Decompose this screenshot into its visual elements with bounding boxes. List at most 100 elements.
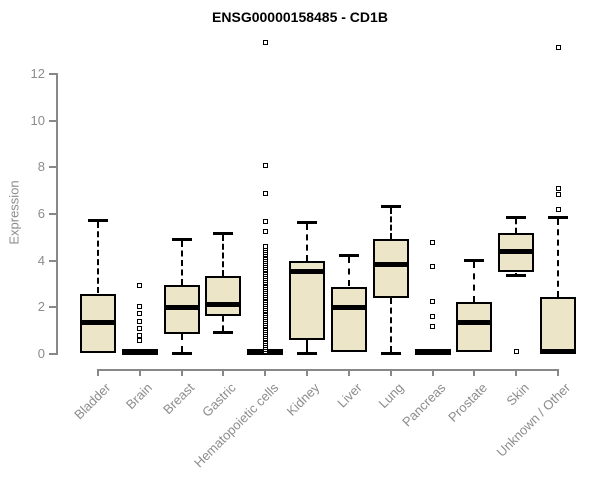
whisker-upper (515, 218, 518, 233)
outlier-point (262, 244, 268, 250)
x-axis-label: Unknown / Other (494, 380, 574, 460)
median-line (121, 349, 158, 355)
y-axis-tick (49, 73, 56, 75)
whisker-upper (347, 257, 350, 287)
x-axis-tick (389, 369, 392, 376)
whisker-upper (180, 240, 183, 286)
x-axis-tick (97, 369, 99, 376)
whisker-cap-upper (380, 205, 401, 208)
outlier-point (137, 319, 143, 324)
whisker-upper (473, 261, 476, 302)
x-axis-label: Prostate (445, 380, 490, 425)
box-iqr (372, 238, 409, 299)
x-axis-label: Liver (333, 380, 365, 411)
y-axis-tick-label: 12 (30, 66, 45, 81)
outlier-point (430, 323, 436, 329)
whisker-upper (97, 222, 99, 294)
median-line (498, 249, 535, 254)
x-axis-label: Kidney (283, 380, 323, 419)
y-axis-tick (49, 306, 56, 309)
box-iqr (456, 301, 493, 352)
median-line (414, 349, 451, 355)
whisker-lower (222, 315, 225, 331)
whisker-upper (306, 224, 309, 261)
y-axis-tick-label: 0 (37, 346, 45, 361)
x-axis-tick (306, 369, 309, 376)
whisker-cap-upper (171, 237, 192, 241)
median-line (330, 305, 367, 310)
whisker-lower (389, 298, 392, 352)
outlier-point (513, 349, 519, 355)
outlier-point (555, 207, 561, 212)
outlier-point (430, 299, 436, 305)
y-axis-tick (49, 213, 56, 215)
y-axis-tick (49, 259, 56, 262)
outlier-point (430, 239, 436, 245)
median-line (372, 261, 409, 267)
x-axis-tick (515, 369, 518, 376)
x-axis-label: Pancreas (398, 380, 449, 430)
whisker-cap-upper (338, 254, 359, 257)
x-axis-label: Bladder (71, 380, 114, 423)
outlier-point (262, 190, 268, 196)
x-axis-tick (347, 369, 350, 376)
whisker-lower (515, 272, 518, 274)
whisker-cap-upper (506, 215, 527, 219)
y-axis-tick (49, 119, 56, 122)
outlier-point (262, 162, 268, 168)
box-iqr (289, 260, 326, 341)
outlier-point (137, 282, 143, 288)
outlier-point (262, 40, 268, 46)
x-axis-tick (557, 369, 560, 376)
y-axis-tick-label: 8 (37, 159, 45, 175)
whisker-upper (222, 234, 225, 276)
outlier-point (137, 326, 143, 331)
x-axis-line (97, 369, 560, 371)
whisker-cap-upper (464, 258, 485, 262)
whisker-upper (389, 208, 392, 239)
x-axis-tick (264, 369, 267, 376)
x-axis-tick (473, 369, 476, 376)
y-axis-line (56, 73, 58, 355)
outlier-point (137, 337, 143, 343)
outlier-point (555, 186, 561, 191)
outlier-point (262, 229, 268, 235)
whisker-cap-upper (88, 219, 108, 222)
outlier-point (555, 44, 561, 50)
outlier-point (430, 264, 436, 270)
outlier-point (137, 333, 143, 338)
median-line (80, 320, 116, 326)
whisker-lower (180, 334, 183, 352)
x-axis-tick (222, 369, 225, 376)
y-axis-tick (49, 353, 56, 355)
x-axis-label: Gastric (199, 380, 240, 420)
outlier-point (555, 191, 561, 197)
whisker-cap-lower (380, 352, 401, 355)
median-line (163, 305, 200, 310)
median-line (540, 348, 577, 354)
x-axis-label: Skin (503, 380, 532, 409)
chart-title: ENSG00000158485 - CD1B (212, 9, 388, 25)
y-axis-tick-label: 2 (37, 299, 45, 315)
whisker-lower (306, 340, 309, 352)
whisker-cap-lower (213, 331, 234, 334)
x-axis-tick (180, 369, 183, 376)
outlier-point (262, 218, 268, 224)
y-axis-tick (49, 166, 56, 169)
box-iqr (205, 276, 242, 316)
y-axis-tick-label: 4 (37, 252, 45, 268)
x-axis-tick (431, 369, 434, 376)
outlier-point (137, 310, 143, 316)
y-axis-tick-label: 6 (37, 206, 45, 221)
box-iqr (540, 297, 577, 353)
x-axis-label: Breast (160, 380, 198, 418)
outlier-point (430, 314, 436, 320)
outlier-point (137, 303, 143, 309)
median-line (456, 320, 493, 326)
whisker-cap-lower (297, 352, 318, 355)
median-line (205, 301, 242, 307)
box-iqr (330, 286, 367, 352)
whisker-cap-upper (213, 231, 234, 235)
x-axis-tick (138, 369, 141, 376)
